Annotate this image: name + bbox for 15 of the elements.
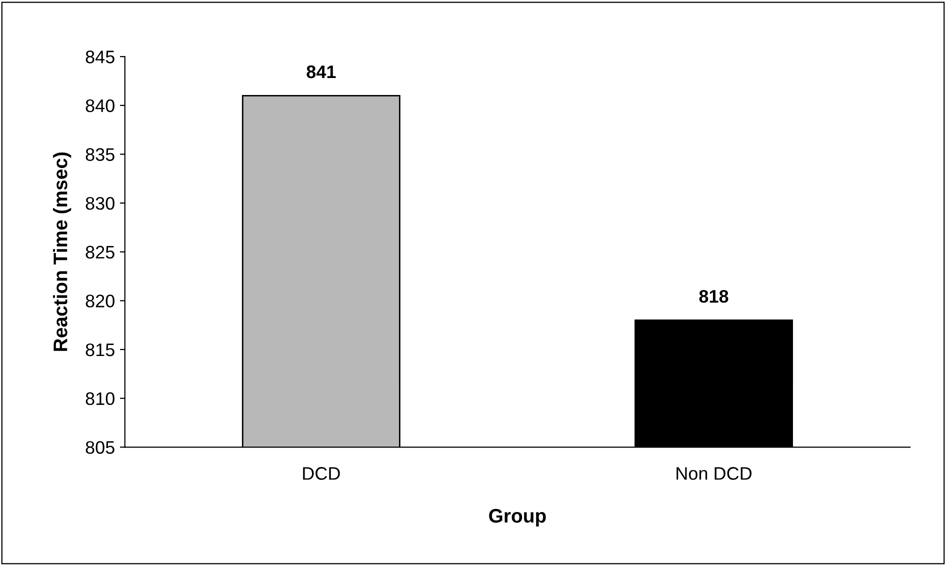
y-axis-title: Reaction Time (msec) xyxy=(53,152,72,351)
x-tick-label: DCD xyxy=(303,467,340,480)
y-tick-label: 835 xyxy=(86,148,114,161)
y-tick-label: 805 xyxy=(86,441,114,454)
y-tick-label: 825 xyxy=(86,246,114,259)
y-tick-label: 820 xyxy=(86,294,114,308)
x-tick-label: Non DCD xyxy=(676,467,752,480)
y-tick-label: 840 xyxy=(86,99,114,112)
data-label: 818 xyxy=(699,290,728,303)
y-tick-label: 810 xyxy=(86,392,114,406)
y-tick-label: 830 xyxy=(86,196,114,210)
x-axis-title: Group xyxy=(489,508,546,527)
y-tick-label: 845 xyxy=(86,50,114,64)
y-tick-label: 815 xyxy=(86,343,114,356)
data-label: 841 xyxy=(306,65,336,78)
